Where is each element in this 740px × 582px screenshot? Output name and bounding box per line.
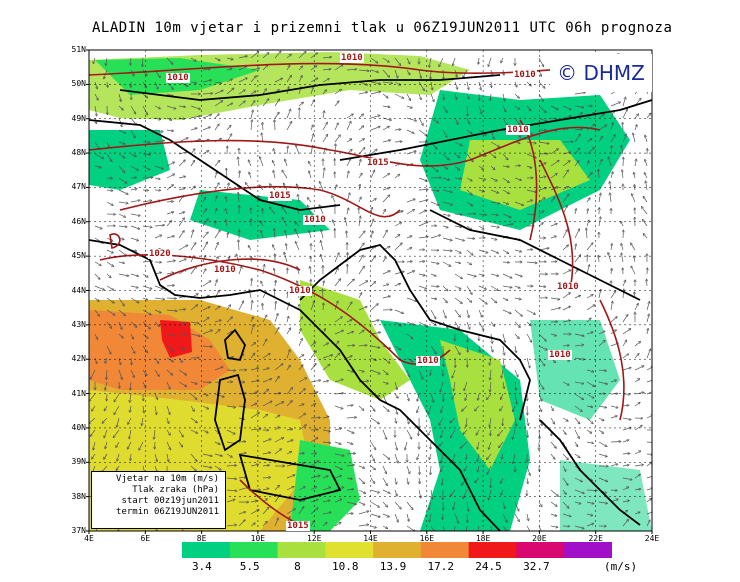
legend-value: 10.8 <box>331 560 359 573</box>
legend-swatch <box>325 542 374 558</box>
lat-label: 40N <box>71 422 86 432</box>
isobar-label: 1020 <box>148 249 172 259</box>
legend-unit: (m/s) <box>604 560 638 573</box>
info-valid: termin 06Z19JUN2011 <box>116 507 219 517</box>
isobar-label: 1010 <box>416 356 440 366</box>
lon-label: 14E <box>363 534 378 543</box>
info-box: Vjetar na 10m (m/s) Tlak zraka (hPa) sta… <box>91 471 226 529</box>
legend-value: 5.5 <box>239 560 260 573</box>
legend-value: 13.9 <box>379 560 407 573</box>
lat-label: 50N <box>71 79 86 89</box>
legend-swatch <box>468 542 517 558</box>
legend-swatch <box>516 542 565 558</box>
lat-label: 42N <box>71 354 86 364</box>
isobar-label: 1010 <box>166 73 190 83</box>
lat-label: 39N <box>71 457 86 467</box>
legend-value: 8 <box>294 560 301 573</box>
lon-label: 16E <box>419 534 435 543</box>
legend-value: 3.4 <box>191 560 212 573</box>
legend-swatch <box>420 542 470 558</box>
legend-swatch <box>229 542 279 558</box>
lat-label: 41N <box>71 388 86 398</box>
legend-value: 24.5 <box>475 560 502 573</box>
lon-label: 22E <box>588 534 603 543</box>
lat-label: 47N <box>71 182 86 192</box>
lat-label: 45N <box>71 251 86 261</box>
dhmz-logo: © DHMZ <box>550 54 652 92</box>
legend-swatch <box>277 542 326 558</box>
lon-label: 18E <box>475 534 491 543</box>
isobar-label: 1010 <box>213 265 237 275</box>
map-title: ALADIN 10m vjetar i prizemni tlak u 06Z1… <box>92 20 673 36</box>
lat-label: 43N <box>71 319 86 329</box>
wind-arrows <box>89 51 652 531</box>
legend-swatch <box>373 542 422 558</box>
isobar-label: 1010 <box>288 286 312 296</box>
legend-value: 32.7 <box>523 560 550 573</box>
legend-swatch <box>564 542 612 558</box>
lon-label: 24E <box>644 534 660 543</box>
isobar-label: 1010 <box>548 350 572 360</box>
lon-label: 8E <box>196 534 207 543</box>
lon-label: 10E <box>250 534 266 543</box>
lon-label: 20E <box>532 534 547 543</box>
color-legend <box>182 542 612 558</box>
isobar-label: 1015 <box>268 191 292 201</box>
lon-label: 12E <box>306 534 322 543</box>
isobar-label: 1010 <box>340 53 364 63</box>
isobar-label: 1015 <box>286 521 310 531</box>
info-wind: Vjetar na 10m (m/s) <box>116 474 219 484</box>
lat-label: 51N <box>71 45 86 54</box>
info-start: start 00z19jun2011 <box>121 496 219 506</box>
isobar-label: 1015 <box>366 158 390 168</box>
lat-label: 48N <box>71 148 86 158</box>
lat-label: 37N <box>71 526 86 535</box>
lon-label: 4E <box>84 534 94 543</box>
lat-label: 49N <box>71 113 86 123</box>
isobar-label: 1010 <box>303 215 327 225</box>
lon-label: 6E <box>140 534 151 543</box>
lat-lon-grid <box>89 50 652 531</box>
legend-value: 17.2 <box>427 560 455 573</box>
coastlines <box>89 74 652 531</box>
isobar-label: 1010 <box>513 70 537 80</box>
isobar-label: 1010 <box>506 125 530 135</box>
lat-label: 38N <box>71 491 86 501</box>
legend-swatch <box>182 542 231 558</box>
lat-label: 44N <box>71 285 86 295</box>
lat-label: 46N <box>71 216 86 226</box>
info-pressure: Tlak zraka (hPa) <box>132 485 219 495</box>
isobar-label: 1010 <box>556 282 580 292</box>
